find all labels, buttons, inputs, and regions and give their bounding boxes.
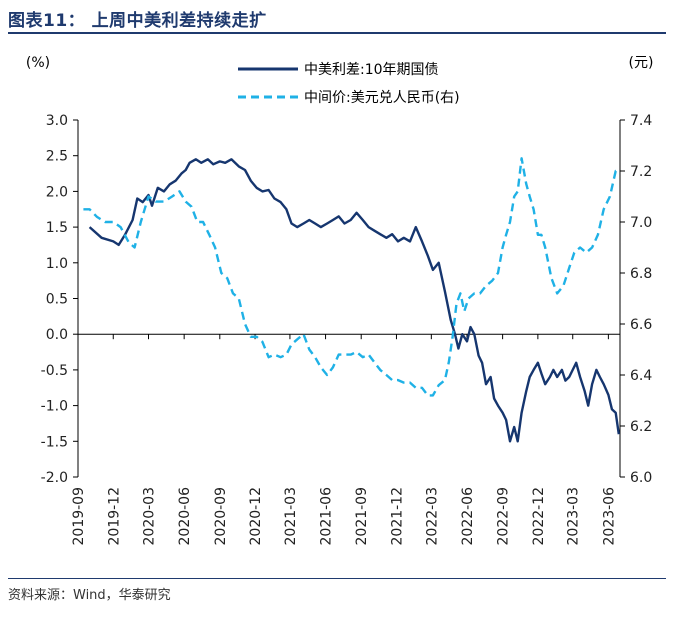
right-tick-label: 6.0	[630, 470, 652, 486]
legend-label-fx: 中间价:美元兑人民币(右)	[304, 90, 460, 106]
left-tick-label: -1.5	[41, 434, 68, 450]
left-tick-label: -1.0	[41, 399, 68, 415]
series-group	[83, 157, 620, 443]
left-tick-label: 2.5	[46, 149, 68, 165]
x-tick-label: 2023-06	[601, 487, 617, 546]
left-tick-label: -2.0	[41, 470, 68, 486]
series-line-fx	[83, 157, 620, 397]
right-tick-label: 7.4	[630, 113, 652, 129]
right-axis-unit: (元)	[629, 55, 654, 71]
x-tick-label: 2020-09	[213, 487, 229, 546]
series-line-spread	[88, 158, 620, 443]
left-tick-label: 1.5	[46, 220, 68, 236]
x-tick-label: 2022-12	[531, 487, 547, 546]
axes-group: 3.0 2.5 2.0 1.5 1.0 0.5 0.0 -0.5 -1.0 -1.5 -2.0 7.4…	[41, 113, 653, 546]
right-tick-label: 6.2	[630, 419, 652, 435]
left-tick-label: 3.0	[46, 113, 68, 129]
x-tick-label: 2022-03	[424, 487, 440, 546]
chart-svg: 3.0 2.5 2.0 1.5 1.0 0.5 0.0 -0.5 -1.0 -1.5 -2.0 7.4…	[26, 55, 654, 546]
x-tick-label: 2021-09	[354, 487, 370, 546]
right-tick-label: 6.8	[630, 266, 652, 282]
right-tick-label: 7.2	[630, 164, 652, 180]
x-tick-label: 2021-06	[319, 487, 335, 546]
right-tick-label: 7.0	[630, 215, 652, 231]
source-divider	[8, 578, 666, 579]
x-tick-label: 2023-03	[566, 487, 582, 546]
right-tick-label: 6.6	[630, 317, 652, 333]
figure-title: 图表11： 上周中美利差持续走扩	[8, 11, 267, 31]
x-tick-label: 2020-06	[177, 487, 193, 546]
x-tick-label: 2020-12	[248, 487, 264, 546]
left-axis-unit: (%)	[26, 55, 50, 71]
x-tick-label: 2020-03	[142, 487, 158, 546]
x-tick-label: 2021-12	[389, 487, 405, 546]
x-tick-label: 2022-09	[496, 487, 512, 546]
legend: 中美利差:10年期国债 中间价:美元兑人民币(右)	[238, 62, 460, 106]
legend-label-spread: 中美利差:10年期国债	[304, 62, 439, 78]
title-divider	[8, 32, 666, 34]
x-tick-label: 2019-12	[106, 487, 122, 546]
x-tick-label: 2019-09	[71, 487, 87, 546]
left-tick-label: -0.5	[41, 363, 68, 379]
x-tick-label: 2021-03	[283, 487, 299, 546]
right-tick-label: 6.4	[630, 368, 652, 384]
left-tick-label: 0.5	[46, 292, 68, 308]
x-tick-label: 2022-06	[460, 487, 476, 546]
left-tick-label: 2.0	[46, 184, 68, 200]
source-note: 资料来源：Wind，华泰研究	[8, 588, 171, 603]
left-tick-label: 1.0	[46, 256, 68, 272]
left-tick-label: 0.0	[46, 327, 68, 343]
